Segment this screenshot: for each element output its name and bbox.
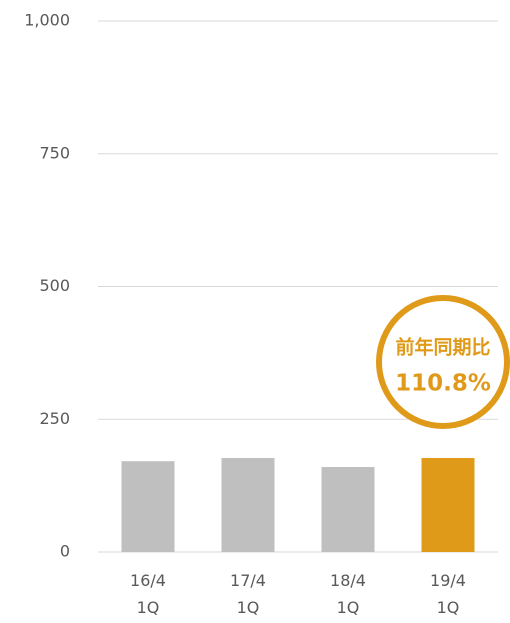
annotation-label: 前年同期比 [395,336,490,359]
bar [421,458,475,552]
x-tick-label: 19/4 1Q [430,571,466,617]
bar [221,458,275,552]
y-tick-label: 500 [39,276,70,295]
annotation-circle [376,295,510,429]
y-tick-label: 0 [60,542,70,561]
bar [321,467,375,552]
bar [121,461,175,552]
x-tick-label: 17/4 1Q [230,571,266,617]
annotation-value: 110.8% [395,371,491,397]
y-tick-label: 250 [39,409,70,428]
x-tick-label: 18/4 1Q [330,571,366,617]
y-tick-label: 750 [39,143,70,162]
annotation: 前年同期比 110.8% [376,295,510,429]
y-tick-label: 1,000 [24,11,70,30]
x-tick-label: 16/4 1Q [130,571,166,617]
